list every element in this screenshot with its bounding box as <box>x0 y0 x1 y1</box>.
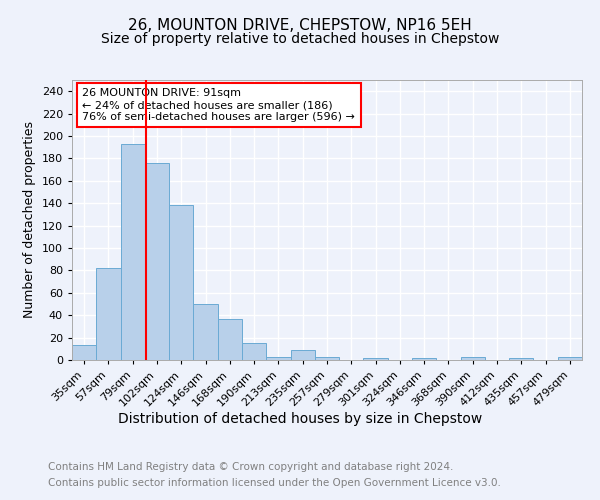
Bar <box>96 268 121 360</box>
Bar <box>218 318 242 360</box>
Bar <box>461 356 485 360</box>
Text: Distribution of detached houses by size in Chepstow: Distribution of detached houses by size … <box>118 412 482 426</box>
Text: 26, MOUNTON DRIVE, CHEPSTOW, NP16 5EH: 26, MOUNTON DRIVE, CHEPSTOW, NP16 5EH <box>128 18 472 32</box>
Bar <box>558 356 582 360</box>
Bar <box>412 358 436 360</box>
Bar <box>121 144 145 360</box>
Text: Contains HM Land Registry data © Crown copyright and database right 2024.: Contains HM Land Registry data © Crown c… <box>48 462 454 472</box>
Bar <box>315 356 339 360</box>
Bar <box>242 343 266 360</box>
Bar <box>169 206 193 360</box>
Bar <box>72 346 96 360</box>
Bar <box>509 358 533 360</box>
Bar <box>145 163 169 360</box>
Bar <box>266 356 290 360</box>
Y-axis label: Number of detached properties: Number of detached properties <box>23 122 36 318</box>
Text: Size of property relative to detached houses in Chepstow: Size of property relative to detached ho… <box>101 32 499 46</box>
Bar <box>364 358 388 360</box>
Text: 26 MOUNTON DRIVE: 91sqm
← 24% of detached houses are smaller (186)
76% of semi-d: 26 MOUNTON DRIVE: 91sqm ← 24% of detache… <box>82 88 355 122</box>
Text: Contains public sector information licensed under the Open Government Licence v3: Contains public sector information licen… <box>48 478 501 488</box>
Bar <box>193 304 218 360</box>
Bar <box>290 350 315 360</box>
